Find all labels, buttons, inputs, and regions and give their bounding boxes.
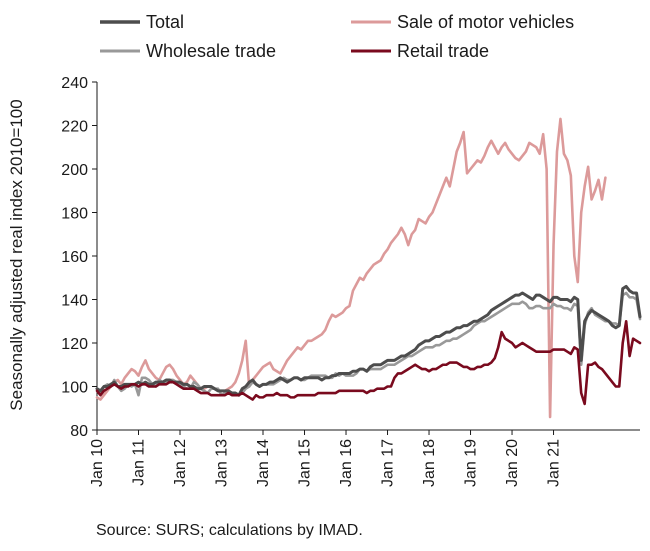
legend: Total Sale of motor vehicles Wholesale t… [100, 12, 574, 61]
x-tick-label: Jan 20 [504, 439, 521, 487]
x-tick-label: Jan 10 [89, 439, 106, 487]
source-note: Source: SURS; calculations by IMAD. [96, 522, 363, 539]
y-tick-label: 220 [61, 119, 88, 136]
x-tick-label: Jan 21 [546, 439, 563, 487]
x-tick-label: Jan 18 [421, 439, 438, 487]
x-tick-label: Jan 13 [214, 439, 231, 487]
y-tick-label: 140 [61, 293, 88, 310]
axes: 80 100 120 140 160 180 200 220 240 Jan 10 Jan 11 Ja… [61, 75, 640, 487]
y-tick-label: 160 [61, 249, 88, 266]
series-line-total [95, 284, 642, 397]
y-tick-label: 120 [61, 336, 88, 353]
x-tick-label: Jan 14 [255, 439, 272, 487]
legend-label-sale-of-motor-vehicles: Sale of motor vehicles [397, 12, 574, 32]
y-tick-label: 200 [61, 162, 88, 179]
x-tick-label: Jan 19 [463, 439, 480, 487]
x-tick-label: Jan 17 [380, 439, 397, 487]
x-tick-label: Jan 11 [131, 439, 148, 486]
legend-label-wholesale-trade: Wholesale trade [146, 41, 276, 61]
y-tick-label: 240 [61, 75, 88, 92]
x-tick-label: Jan 16 [338, 439, 355, 487]
series-line-retail-trade [95, 319, 642, 406]
y-tick-label: 80 [70, 423, 88, 440]
series-group [95, 117, 642, 419]
y-axis-title: Seasonally adjusted real index 2010=100 [7, 99, 26, 410]
legend-label-retail-trade: Retail trade [397, 41, 489, 61]
x-tick-label: Jan 15 [297, 439, 314, 487]
y-tick-label: 100 [61, 380, 88, 397]
legend-label-total: Total [146, 12, 184, 32]
x-tick-label: Jan 12 [172, 439, 189, 487]
y-tick-label: 180 [61, 206, 88, 223]
